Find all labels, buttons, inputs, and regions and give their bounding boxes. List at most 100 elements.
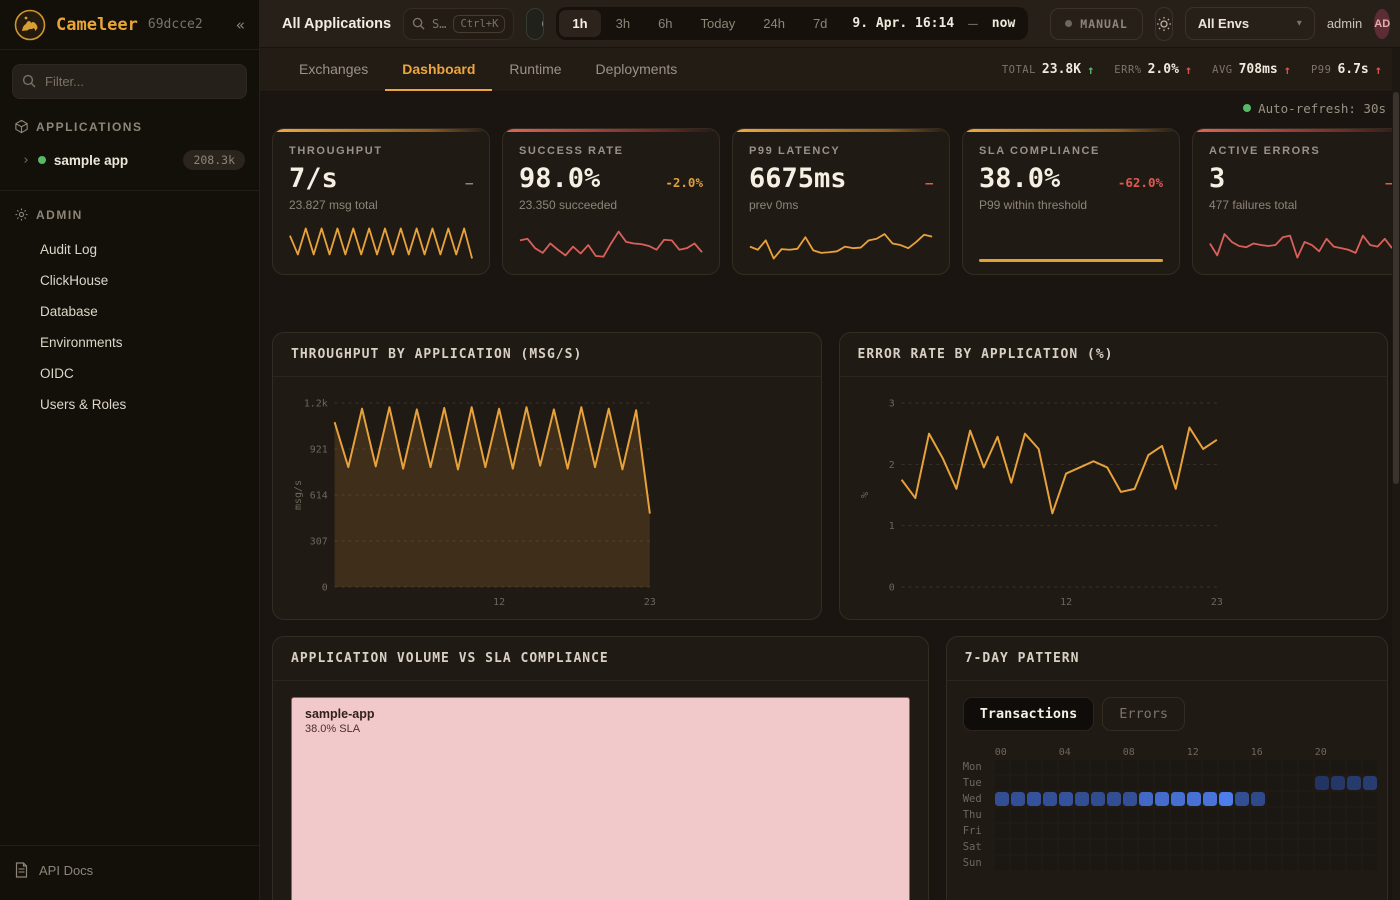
heatmap-cell[interactable]	[1266, 760, 1281, 774]
heatmap-cell[interactable]	[1010, 808, 1025, 822]
heatmap-cell[interactable]	[1298, 840, 1313, 854]
sidebar-item-audit-log[interactable]: Audit Log	[40, 242, 98, 257]
heatmap-cell[interactable]	[1330, 760, 1345, 774]
date-range-from[interactable]: 9. Apr. 16:14	[852, 16, 955, 31]
heatmap-cell[interactable]	[1186, 760, 1201, 774]
heatmap-cell[interactable]	[1026, 760, 1041, 774]
heatmap-cell[interactable]	[1010, 792, 1025, 806]
sidebar-collapse-icon[interactable]: «	[235, 15, 245, 34]
heatmap-cell[interactable]	[1298, 760, 1313, 774]
heatmap-cell[interactable]	[1074, 824, 1089, 838]
heatmap-cell[interactable]	[1090, 760, 1105, 774]
heatmap-cell[interactable]	[1250, 776, 1265, 790]
range-button-3h[interactable]: 3h	[603, 10, 643, 37]
sidebar-item-database[interactable]: Database	[40, 304, 98, 319]
heatmap-cell[interactable]	[1122, 808, 1137, 822]
heatmap-cell[interactable]	[1042, 792, 1057, 806]
heatmap-cell[interactable]	[994, 856, 1009, 870]
heatmap-cell[interactable]	[1074, 760, 1089, 774]
heatmap-cell[interactable]	[1074, 792, 1089, 806]
heatmap-cell[interactable]	[1090, 856, 1105, 870]
sidebar-item-api-docs[interactable]: API Docs	[0, 845, 259, 900]
heatmap-cell[interactable]	[1298, 792, 1313, 806]
heatmap-cell[interactable]	[1202, 808, 1217, 822]
heatmap-cell[interactable]	[1122, 840, 1137, 854]
sidebar-item-oidc[interactable]: OIDC	[40, 366, 74, 381]
heatmap-cell[interactable]	[1058, 792, 1073, 806]
heatmap-cell[interactable]	[1346, 840, 1361, 854]
heatmap-cell[interactable]	[1186, 776, 1201, 790]
heatmap-cell[interactable]	[994, 760, 1009, 774]
heatmap-cell[interactable]	[1170, 840, 1185, 854]
heatmap-cell[interactable]	[1298, 824, 1313, 838]
heatmap-cell[interactable]	[1058, 856, 1073, 870]
heatmap-cell[interactable]	[1282, 776, 1297, 790]
date-range-to[interactable]: now	[991, 16, 1016, 31]
heatmap-cell[interactable]	[1026, 840, 1041, 854]
heatmap-cell[interactable]	[1106, 776, 1121, 790]
filter-input[interactable]	[12, 64, 247, 99]
heatmap-cell[interactable]	[1138, 808, 1153, 822]
heatmap-cell[interactable]	[1234, 776, 1249, 790]
heatmap-cell[interactable]	[1202, 776, 1217, 790]
pattern-toggle-errors[interactable]: Errors	[1102, 697, 1186, 731]
heatmap-cell[interactable]	[1362, 808, 1377, 822]
heatmap-cell[interactable]	[1218, 824, 1233, 838]
heatmap-cell[interactable]	[1330, 856, 1345, 870]
tab-dashboard[interactable]: Dashboard	[385, 48, 493, 91]
heatmap-cell[interactable]	[1026, 856, 1041, 870]
chevron-right-icon[interactable]: ›	[22, 152, 30, 168]
heatmap-cell[interactable]	[1026, 776, 1041, 790]
heatmap-cell[interactable]	[1298, 776, 1313, 790]
heatmap-cell[interactable]	[1298, 856, 1313, 870]
heatmap-cell[interactable]	[1122, 856, 1137, 870]
heatmap-cell[interactable]	[1330, 840, 1345, 854]
heatmap-cell[interactable]	[1234, 760, 1249, 774]
sidebar-item-users-roles[interactable]: Users & Roles	[40, 397, 127, 412]
heatmap-cell[interactable]	[1346, 808, 1361, 822]
heatmap-cell[interactable]	[1314, 776, 1329, 790]
heatmap-cell[interactable]	[1090, 824, 1105, 838]
heatmap-cell[interactable]	[1154, 856, 1169, 870]
heatmap-cell[interactable]	[1234, 840, 1249, 854]
heatmap-cell[interactable]	[1346, 856, 1361, 870]
heatmap-cell[interactable]	[1250, 824, 1265, 838]
heatmap-cell[interactable]	[1170, 760, 1185, 774]
heatmap-cell[interactable]	[994, 824, 1009, 838]
heatmap-cell[interactable]	[1170, 856, 1185, 870]
range-button-1h[interactable]: 1h	[559, 10, 601, 37]
heatmap-cell[interactable]	[1202, 760, 1217, 774]
heatmap-cell[interactable]	[1106, 840, 1121, 854]
heatmap-cell[interactable]	[1010, 840, 1025, 854]
tab-exchanges[interactable]: Exchanges	[299, 60, 369, 77]
heatmap-cell[interactable]	[1010, 824, 1025, 838]
heatmap-cell[interactable]	[1042, 840, 1057, 854]
heatmap-cell[interactable]	[1074, 776, 1089, 790]
heatmap-cell[interactable]	[1218, 808, 1233, 822]
heatmap-cell[interactable]	[1282, 824, 1297, 838]
heatmap-cell[interactable]	[1186, 840, 1201, 854]
heatmap-cell[interactable]	[1202, 792, 1217, 806]
heatmap-cell[interactable]	[1170, 776, 1185, 790]
heatmap-cell[interactable]	[1362, 776, 1377, 790]
heatmap-cell[interactable]	[1090, 776, 1105, 790]
heatmap-cell[interactable]	[1314, 840, 1329, 854]
heatmap-cell[interactable]	[1170, 792, 1185, 806]
heatmap-cell[interactable]	[1186, 808, 1201, 822]
heatmap-cell[interactable]	[1266, 840, 1281, 854]
heatmap-cell[interactable]	[1362, 824, 1377, 838]
heatmap-cell[interactable]	[1330, 824, 1345, 838]
heatmap-cell[interactable]	[1138, 856, 1153, 870]
tab-deployments[interactable]: Deployments	[595, 60, 678, 77]
heatmap-cell[interactable]	[1042, 824, 1057, 838]
heatmap-cell[interactable]	[1042, 856, 1057, 870]
heatmap-cell[interactable]	[1010, 760, 1025, 774]
heatmap-cell[interactable]	[1218, 776, 1233, 790]
heatmap-cell[interactable]	[1314, 760, 1329, 774]
pattern-toggle-transactions[interactable]: Transactions	[962, 697, 1095, 731]
heatmap-cell[interactable]	[1090, 808, 1105, 822]
range-button-today[interactable]: Today	[688, 10, 749, 37]
heatmap-cell[interactable]	[1074, 808, 1089, 822]
heatmap-cell[interactable]	[1058, 760, 1073, 774]
heatmap-cell[interactable]	[1154, 840, 1169, 854]
